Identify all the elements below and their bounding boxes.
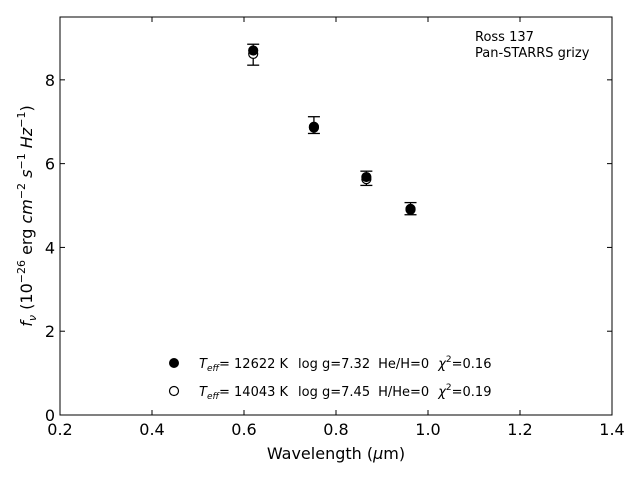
y-tick-label: 4	[45, 238, 55, 257]
x-tick-label: 0.4	[139, 420, 164, 439]
point-filled	[248, 45, 259, 56]
y-tick-label: 2	[45, 322, 55, 341]
y-axis-label: fν (10−26 erg cm−2 s−1 Hz−1)	[15, 105, 39, 326]
x-axis-label: Wavelength (μm)	[267, 444, 405, 463]
annotation-line-1: Ross 137	[475, 30, 534, 45]
x-tick-label: 1.2	[507, 420, 532, 439]
point-filled	[308, 121, 320, 132]
x-tick-label: 1.0	[415, 420, 440, 439]
y-tick-label: 0	[45, 406, 55, 425]
y-tick-label: 6	[45, 155, 55, 174]
legend-marker-filled	[169, 358, 179, 368]
data-points	[248, 45, 416, 215]
axis-ticks: 0.2 0.4 0.6 0.8 1.0 1.2 1.4 0 2 4 6 8	[45, 17, 625, 439]
x-tick-label: 0.8	[323, 420, 348, 439]
point-filled	[405, 204, 416, 215]
x-tick-label: 0.6	[231, 420, 256, 439]
point-filled	[361, 171, 372, 183]
x-tick-label: 0.2	[47, 420, 72, 439]
annotation-line-2: Pan-STARRS grizy	[475, 46, 590, 61]
plot-frame	[59, 16, 613, 416]
x-tick-label: 1.4	[599, 420, 624, 439]
y-tick-label: 8	[45, 71, 55, 90]
legend-marker-open	[168, 385, 180, 397]
